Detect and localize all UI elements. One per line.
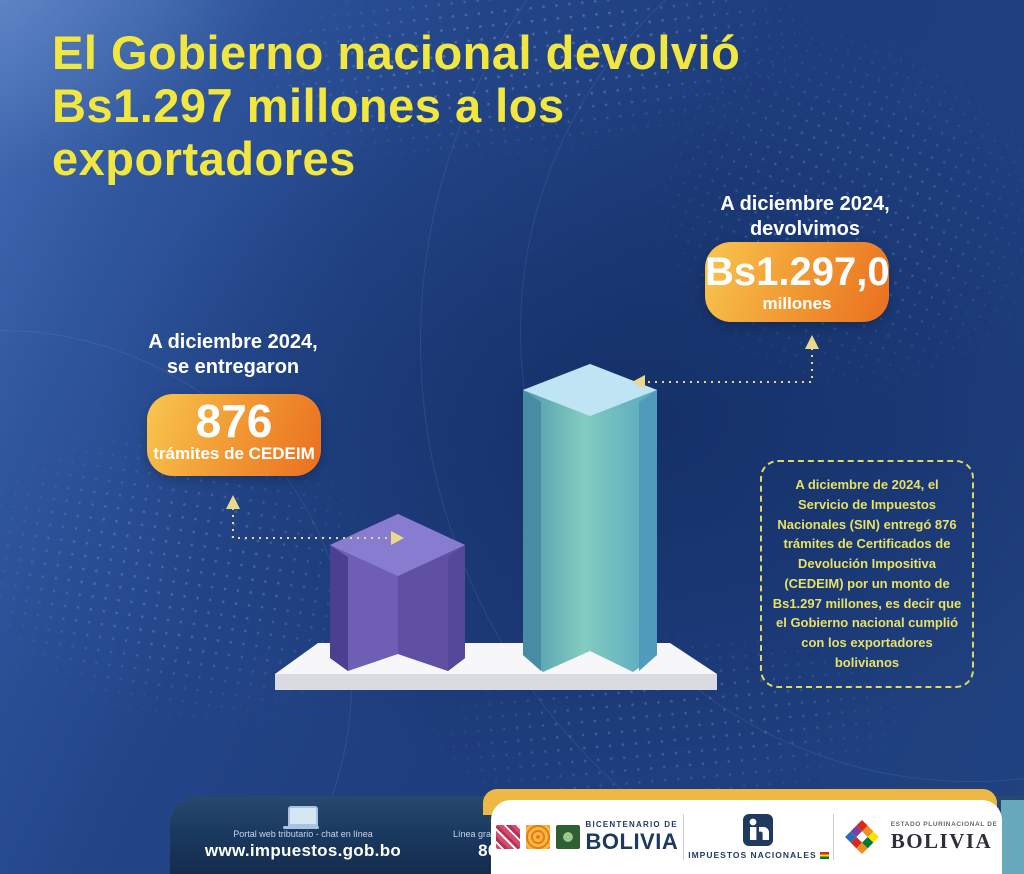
page-title: El Gobierno nacional devolvió Bs1.297 mi… xyxy=(52,26,740,185)
delivered-unit: trámites de CEDEIM xyxy=(153,444,315,463)
bar-chart xyxy=(275,364,717,690)
delivered-count-badge: 876 trámites de CEDEIM xyxy=(147,394,321,476)
logo-divider xyxy=(833,814,835,860)
delivered-value: 876 xyxy=(195,395,273,447)
laptop-icon xyxy=(283,806,319,829)
title-line-3: exportadores xyxy=(52,132,356,185)
bicentenario-flag-icon xyxy=(495,825,520,849)
returned-amount-badge: Bs1.297,0 millones xyxy=(705,242,890,322)
estado-line2: BOLIVIA xyxy=(890,828,993,853)
wiphala-mosaic-icon xyxy=(844,820,879,854)
arrow-up-icon xyxy=(226,495,240,509)
bicentenario-emblem-icon xyxy=(555,825,580,849)
bicentenario-logo: BICENTENARIO DE BOLIVIA xyxy=(495,820,679,854)
title-line-2: Bs1.297 millones a los xyxy=(52,79,565,132)
portal-label: Portal web tributario - chat en línea xyxy=(233,829,373,839)
logo-panel: BICENTENARIO DE BOLIVIA IMPUESTOS NACION… xyxy=(491,800,1002,874)
impuestos-label: IMPUESTOS NACIONALES xyxy=(688,850,817,860)
logo-divider xyxy=(682,814,684,860)
returned-value: Bs1.297,0 xyxy=(705,250,890,294)
estado-line1: ESTADO PLURINACIONAL DE xyxy=(890,821,998,829)
note-text: A diciembre de 2024, el Servicio de Impu… xyxy=(772,477,962,670)
bolivia-flag-icon xyxy=(819,851,829,859)
title-line-1: El Gobierno nacional devolvió xyxy=(52,26,741,79)
note-box: A diciembre de 2024, el Servicio de Impu… xyxy=(760,460,974,688)
portal-contact: Portal web tributario - chat en línea ww… xyxy=(178,804,428,861)
platform-front xyxy=(275,674,717,690)
bar-purple-876 xyxy=(330,514,465,671)
bar-teal-1297 xyxy=(523,364,657,672)
impuestos-nacionales-logo: IMPUESTOS NACIONALES xyxy=(688,814,829,860)
returned-unit: millones xyxy=(762,294,832,313)
bicentenario-line1: BICENTENARIO DE xyxy=(585,820,678,829)
in-monogram-icon xyxy=(743,814,774,846)
delivered-label: A diciembre 2024, se entregaron xyxy=(148,331,318,378)
bicentenario-line2: BOLIVIA xyxy=(585,829,679,854)
returned-label: A diciembre 2024, devolvimos xyxy=(720,193,890,240)
teal-accent-strip xyxy=(1001,800,1024,874)
estado-plurinacional-logo: ESTADO PLURINACIONAL DE BOLIVIA xyxy=(839,811,998,863)
bicentenario-spiral-icon xyxy=(525,825,550,849)
portal-url[interactable]: www.impuestos.gob.bo xyxy=(204,841,402,860)
arrow-up-icon xyxy=(805,335,819,349)
